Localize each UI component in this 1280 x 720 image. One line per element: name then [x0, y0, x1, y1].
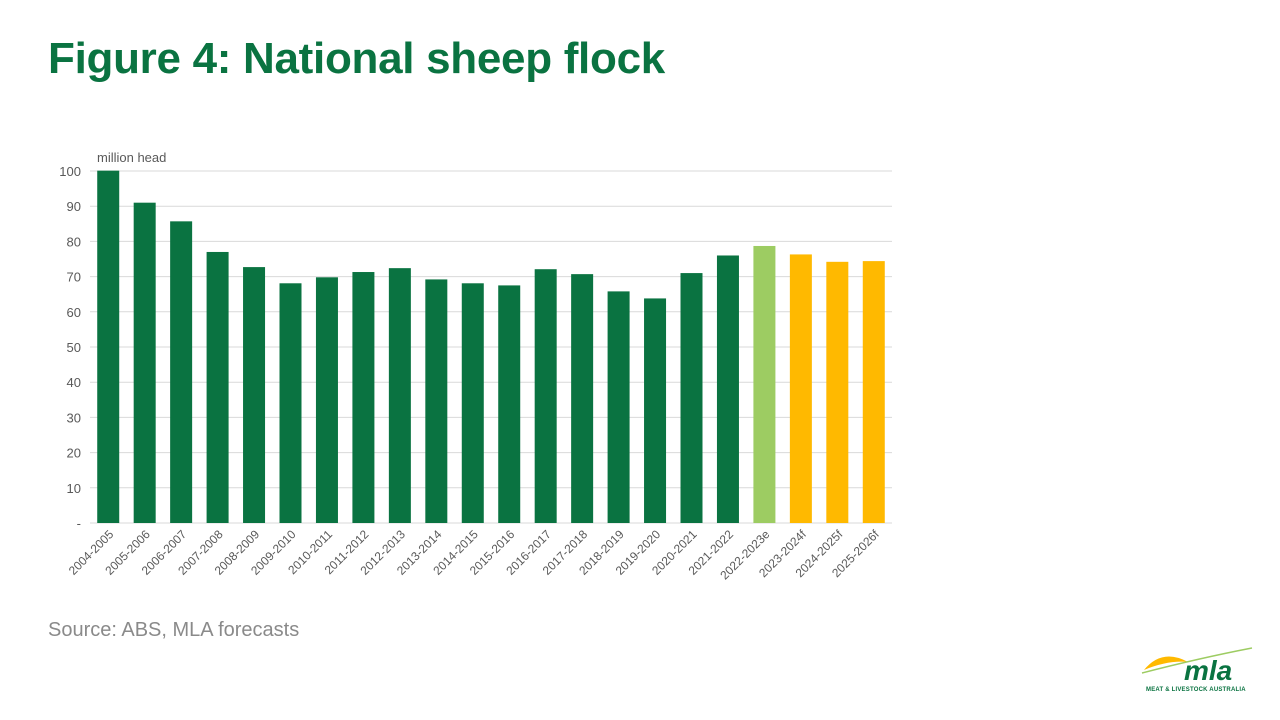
y-tick-label: 40 — [67, 375, 81, 390]
bar-2022-2023e — [753, 245, 776, 523]
source-note: Source: ABS, MLA forecasts — [48, 619, 300, 641]
bar-2005-2006 — [133, 202, 156, 523]
bar-2017-2018 — [571, 274, 594, 523]
bar-2018-2019 — [607, 291, 630, 523]
bar-2015-2016 — [498, 285, 521, 523]
y-axis-unit-label: million head — [97, 150, 166, 165]
y-tick-label: 100 — [59, 164, 81, 179]
y-tick-label: 10 — [67, 481, 81, 496]
y-tick-label: 20 — [67, 446, 81, 461]
bar-2024-2025f — [826, 261, 849, 523]
x-axis-tick-labels: 2004-20052005-20062006-20072007-20082008… — [66, 527, 882, 583]
logo-tagline: MEAT & LIVESTOCK AUSTRALIA — [1146, 687, 1246, 693]
bar-2008-2009 — [243, 267, 266, 523]
bar-2009-2010 — [279, 283, 302, 523]
bar-2021-2022 — [716, 255, 739, 524]
page-title: Figure 4: National sheep flock — [48, 34, 665, 83]
y-tick-label: 30 — [67, 410, 81, 425]
logo-swoosh-icon — [1144, 656, 1188, 670]
bar-2014-2015 — [461, 283, 484, 523]
bar-2004-2005 — [97, 170, 120, 523]
bar-2006-2007 — [170, 221, 193, 523]
mla-logo: mla — [1141, 647, 1253, 686]
bar-2025-2026f — [862, 261, 885, 523]
y-tick-label: 70 — [67, 270, 81, 285]
bars — [97, 170, 885, 524]
logo-wordmark: mla — [1184, 655, 1232, 686]
y-tick-label: 60 — [67, 305, 81, 320]
bar-2010-2011 — [315, 277, 338, 523]
y-tick-label: 50 — [67, 340, 81, 355]
bar-2013-2014 — [425, 279, 448, 523]
bar-2019-2020 — [644, 298, 667, 523]
bar-2020-2021 — [680, 273, 703, 523]
bar-2016-2017 — [534, 269, 557, 523]
y-tick-label: 80 — [67, 234, 81, 249]
bar-chart: - 10 20 30 40 50 60 70 80 90 100 million head 2004… — [59, 150, 892, 583]
y-axis-tick-labels: - 10 20 30 40 50 60 70 80 90 100 — [59, 164, 81, 531]
bar-2011-2012 — [352, 272, 375, 523]
bar-2007-2008 — [206, 251, 229, 523]
y-tick-label: - — [77, 516, 81, 531]
bar-2023-2024f — [789, 254, 812, 523]
y-tick-label: 90 — [67, 199, 81, 214]
bar-2012-2013 — [388, 268, 411, 523]
